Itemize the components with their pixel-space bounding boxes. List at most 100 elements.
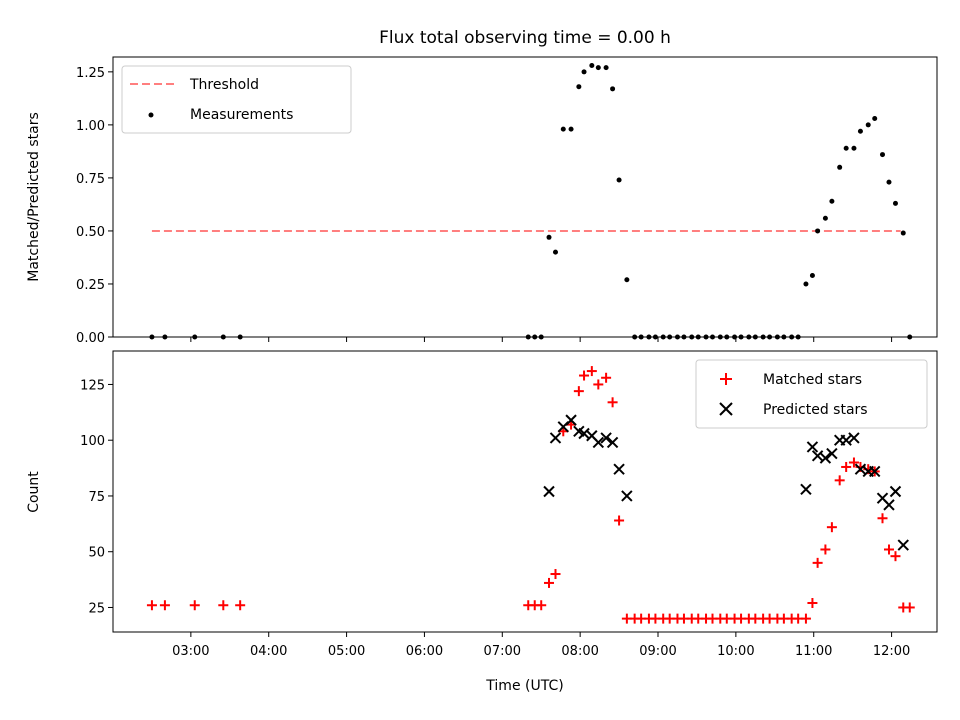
bottom-xtick-label: 11:00 — [795, 644, 832, 659]
top-ytick-label: 0.50 — [76, 225, 105, 240]
measurement-point — [803, 281, 809, 287]
predicted-star-point — [621, 490, 633, 502]
measurement-point — [892, 200, 898, 206]
measurement-point — [568, 126, 574, 132]
top-ytick-label: 0.25 — [76, 278, 105, 293]
predicted-star-point — [819, 452, 832, 464]
measurement-point — [624, 277, 630, 283]
bottom-xtick-label: 12:00 — [873, 644, 910, 659]
matched-star-point — [579, 370, 590, 381]
measurement-point — [589, 62, 595, 68]
matched-star-point — [877, 513, 888, 524]
predicted-star-point — [826, 447, 838, 460]
matched-star-point — [235, 600, 246, 611]
measurement-point — [851, 145, 857, 151]
bottom-axes-frame — [112, 350, 938, 633]
bottom-panel: 25 50 75 100 125 03:00 04:00 05:00 06:00 07:00 08:… — [80, 350, 938, 659]
matched-star-point — [573, 386, 584, 397]
matched-star-point — [890, 551, 901, 562]
bottom-ytick-label: 25 — [88, 601, 105, 616]
predicted-star-point — [606, 436, 619, 449]
measurement-point — [552, 249, 558, 255]
predicted-star-point — [549, 432, 562, 444]
measurement-point — [546, 234, 552, 240]
matched-star-point — [544, 577, 555, 588]
legend-matched-label: Matched stars — [763, 372, 862, 388]
bottom-xtick-label: 03:00 — [172, 644, 209, 659]
measurement-point — [843, 145, 849, 151]
matched-star-point — [800, 613, 811, 624]
matched-star-point — [826, 522, 837, 533]
matched-star-point — [883, 544, 894, 555]
top-legend: Threshold Measurements — [121, 65, 352, 134]
matched-star-point — [834, 475, 845, 486]
measurement-point — [837, 164, 843, 170]
matched-star-point — [586, 366, 597, 377]
legend-predicted-label: Predicted stars — [763, 402, 868, 418]
measurement-point — [610, 86, 616, 92]
predicted-star-point — [600, 432, 612, 444]
bottom-legend-frame — [695, 359, 928, 429]
matched-star-point — [807, 598, 818, 609]
bottom-ytick-label: 75 — [88, 490, 105, 505]
measurement-point — [815, 228, 821, 234]
matched-star-point — [601, 372, 612, 383]
matched-star-point — [189, 600, 200, 611]
measurement-point — [822, 215, 828, 221]
legend-measurements-label: Measurements — [190, 107, 293, 123]
measurement-point — [857, 128, 863, 134]
bottom-y-axis-label: Count — [26, 471, 42, 513]
matched-star-point — [848, 457, 859, 468]
top-axes-frame — [112, 56, 938, 338]
measurement-point — [829, 198, 835, 204]
predicted-star-point — [543, 485, 555, 498]
chart-title: Flux total observing time = 0.00 h — [379, 28, 671, 48]
bottom-ytick-label: 100 — [80, 434, 105, 449]
predicted-star-point — [897, 539, 909, 551]
bottom-ytick-label: 50 — [88, 546, 105, 561]
predicted-star-point — [800, 483, 812, 495]
measurement-point — [603, 65, 609, 71]
predicted-star-point — [854, 463, 867, 475]
measurement-point — [616, 177, 622, 183]
top-ytick-label: 1.00 — [76, 119, 105, 134]
predicted-star-point — [811, 450, 824, 462]
matched-star-point — [218, 600, 229, 611]
matched-star-point — [536, 600, 547, 611]
measurement-point — [576, 84, 582, 90]
matched-star-point — [841, 461, 852, 472]
measurement-point — [865, 122, 871, 128]
matched-star-point — [820, 544, 831, 555]
bottom-xtick-label: 07:00 — [484, 644, 521, 659]
predicted-star-point — [883, 499, 895, 511]
bottom-xtick-label: 10:00 — [717, 644, 754, 659]
top-panel: 0.00 0.25 0.50 0.75 1.00 1.25 — [76, 56, 938, 346]
top-ytick-label: 1.25 — [76, 66, 105, 81]
predicted-star-point — [806, 441, 819, 453]
measurement-point — [886, 179, 892, 185]
top-ytick-label: 0.00 — [76, 331, 105, 346]
predicted-star-point — [848, 432, 860, 444]
matched-star-point — [812, 557, 823, 568]
bottom-xtick-label: 06:00 — [406, 644, 443, 659]
top-y-axis-label: Matched/Predicted stars — [26, 112, 42, 282]
matched-star-point — [146, 600, 157, 611]
measurement-point — [595, 65, 601, 71]
predicted-star-point — [840, 434, 852, 446]
measurement-point — [581, 69, 587, 75]
bottom-legend: Matched stars Predicted stars — [695, 359, 928, 429]
legend-matched-swatch — [720, 373, 732, 385]
legend-predicted-swatch — [719, 402, 733, 416]
bottom-xtick-label: 08:00 — [561, 644, 598, 659]
measurement-point — [872, 116, 878, 122]
bottom-xtick-label: 05:00 — [328, 644, 365, 659]
legend-threshold-label: Threshold — [189, 77, 259, 93]
predicted-star-point — [592, 436, 605, 449]
predicted-star-point — [613, 463, 625, 475]
predicted-star-point — [889, 485, 902, 498]
top-ytick-label: 0.75 — [76, 172, 105, 187]
matched-star-point — [593, 379, 604, 390]
measurement-point — [809, 272, 815, 278]
top-legend-frame — [121, 65, 352, 134]
